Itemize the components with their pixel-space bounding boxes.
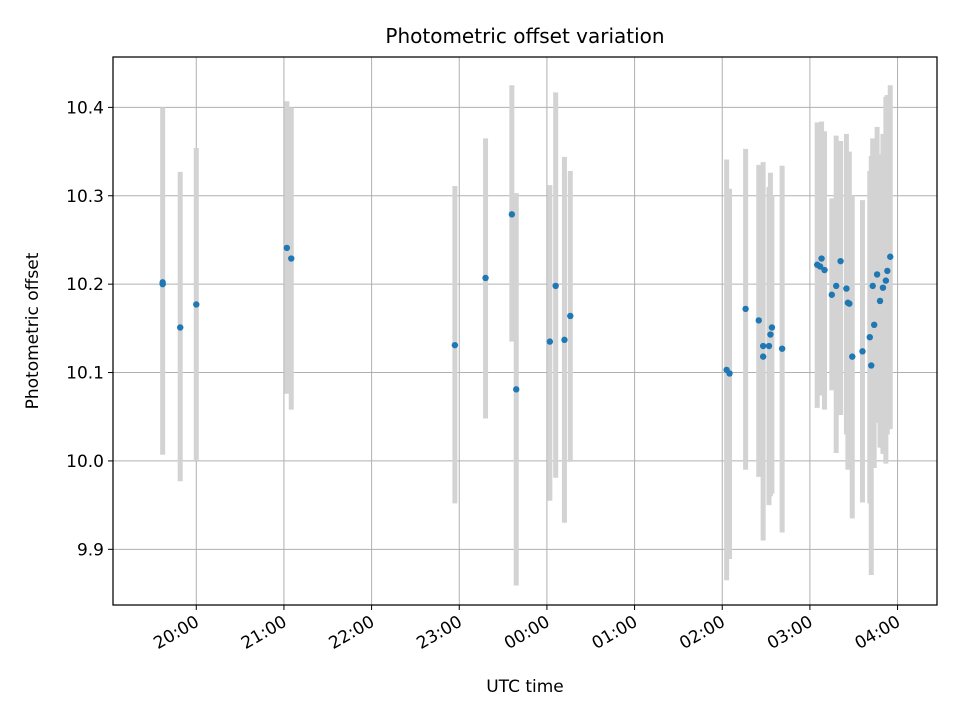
data-point — [873, 271, 881, 278]
data-point — [884, 267, 891, 275]
y-tick-label: 10.4 — [66, 98, 104, 118]
data-point — [778, 345, 786, 352]
data-point — [513, 386, 520, 393]
data-point — [816, 263, 824, 270]
data-point — [821, 266, 828, 274]
data-point — [177, 324, 184, 331]
data-point — [546, 338, 554, 345]
data-point — [759, 353, 767, 360]
plot-area-frame — [112, 56, 938, 606]
data-point — [193, 301, 200, 308]
data-point — [866, 333, 873, 341]
data-point — [859, 348, 866, 355]
data-point — [482, 274, 489, 282]
data-point — [879, 284, 887, 291]
data-point — [832, 282, 840, 290]
y-tick-label: 10.3 — [66, 187, 104, 207]
y-tick-label: 9.9 — [77, 540, 104, 560]
data-point — [869, 282, 876, 290]
y-tick-label: 10.0 — [66, 452, 104, 472]
data-point — [818, 255, 825, 262]
data-point — [768, 324, 776, 331]
data-point — [767, 331, 774, 338]
data-point — [561, 336, 568, 344]
data-point — [870, 321, 878, 329]
data-point — [567, 312, 574, 320]
data-point — [283, 244, 291, 252]
data-point — [846, 300, 853, 307]
data-point — [887, 253, 894, 260]
data-point — [726, 370, 733, 377]
data-point — [552, 282, 559, 290]
grid-lines — [113, 57, 937, 605]
data-point — [843, 285, 850, 292]
x-axis-label: UTC time — [486, 677, 564, 697]
data-point — [759, 342, 767, 350]
data-point — [868, 362, 875, 369]
data-point — [451, 341, 459, 349]
data-point — [159, 280, 166, 288]
data-point — [837, 257, 844, 265]
data-point — [288, 255, 295, 262]
y-axis-ticks: 9.9 10.0 10.1 10.2 10.3 10.4 — [66, 98, 113, 560]
data-point — [882, 277, 890, 284]
data-point — [876, 297, 884, 305]
data-point — [742, 305, 749, 313]
data-points — [159, 211, 894, 393]
chart-title: Photometric offset variation — [385, 24, 664, 48]
y-axis-label: Photometric offset — [23, 252, 43, 409]
data-point — [755, 317, 762, 324]
y-tick-label: 10.1 — [66, 364, 104, 384]
y-tick-label: 10.2 — [66, 275, 104, 295]
data-point — [849, 353, 856, 360]
data-point — [508, 211, 516, 218]
data-point — [828, 291, 836, 298]
data-point — [765, 342, 773, 350]
